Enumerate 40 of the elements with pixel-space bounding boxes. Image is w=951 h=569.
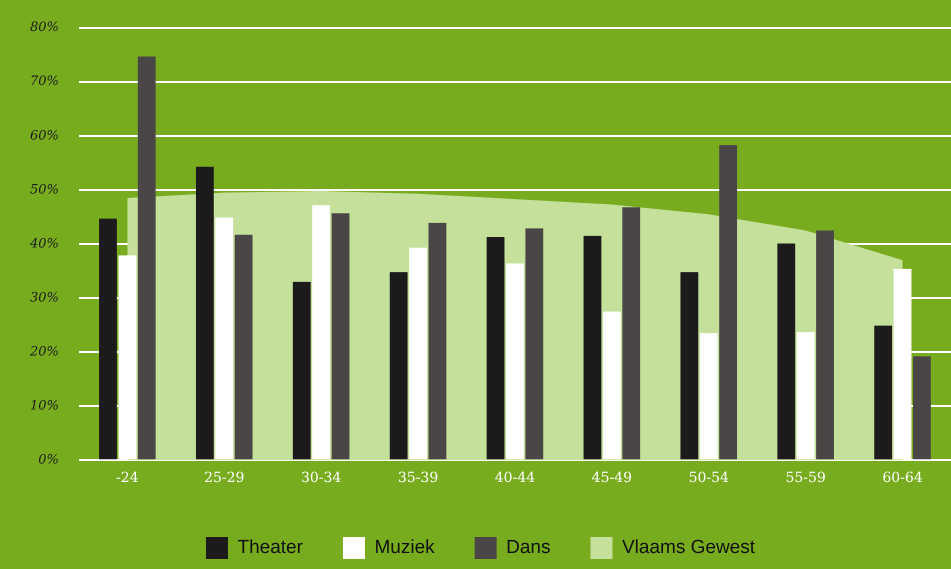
y-tick-label: 20% xyxy=(28,344,59,360)
bar xyxy=(584,236,602,460)
x-tick-label: 25-29 xyxy=(204,470,244,486)
x-tick-label: -24 xyxy=(116,470,139,486)
bar xyxy=(390,272,408,460)
y-tick-label: 80% xyxy=(30,20,59,36)
bar xyxy=(680,272,698,460)
bar xyxy=(138,56,156,460)
y-tick-label: 30% xyxy=(30,290,59,306)
bar xyxy=(816,230,834,460)
bar xyxy=(525,228,544,460)
legend-label: Vlaams Gewest xyxy=(622,537,756,558)
y-tick-label: 0% xyxy=(38,452,59,468)
bar xyxy=(99,218,117,460)
bar xyxy=(428,222,446,460)
x-tick-label: 50-54 xyxy=(688,470,730,486)
x-tick-label: 30-34 xyxy=(300,470,342,486)
y-tick-label: 40% xyxy=(28,236,59,252)
x-tick-label: 45-49 xyxy=(592,470,632,486)
bar xyxy=(777,243,796,460)
bar xyxy=(234,234,253,460)
y-tick-label: 60% xyxy=(30,128,59,144)
bar xyxy=(332,213,350,460)
y-tick-label: 10% xyxy=(30,398,59,414)
x-tick-label: 40-44 xyxy=(494,470,536,486)
bar xyxy=(874,326,892,460)
legend-label: Theater xyxy=(237,537,304,558)
bar xyxy=(719,145,738,460)
bar xyxy=(913,356,931,460)
legend-label: Dans xyxy=(506,537,550,558)
x-tick-label: 60-64 xyxy=(882,470,923,486)
y-tick-label: 50% xyxy=(30,182,59,198)
x-tick-label: 55-59 xyxy=(785,470,826,486)
bar xyxy=(622,207,640,460)
legend-label: Muziek xyxy=(374,537,436,558)
bar xyxy=(486,236,504,460)
y-tick-label: 70% xyxy=(30,74,59,90)
bar xyxy=(196,166,214,460)
bar xyxy=(292,282,311,460)
x-tick-label: 35-39 xyxy=(398,470,438,486)
